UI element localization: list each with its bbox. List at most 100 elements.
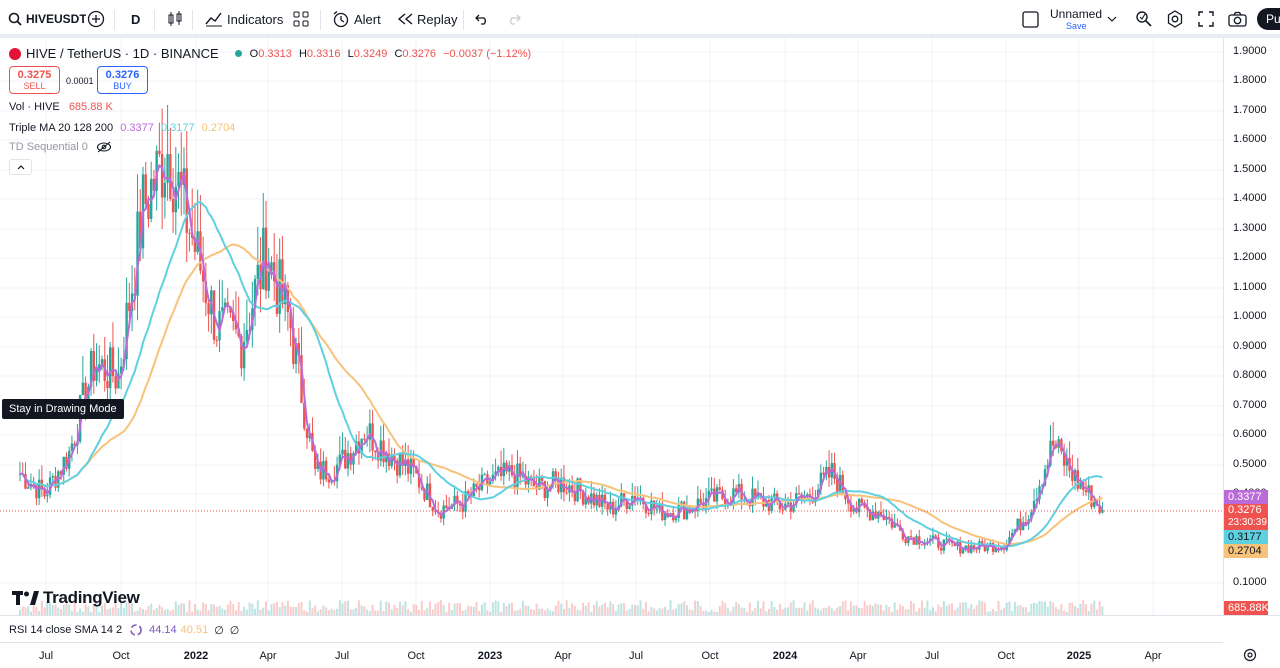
volume-bar [833, 610, 836, 615]
volume-bar [953, 610, 956, 615]
rsi-legend[interactable]: RSI 14 close SMA 14 2 44.14 40.51 ∅ ∅ [9, 624, 240, 637]
volume-bar [1054, 607, 1057, 615]
candle-body [98, 364, 101, 370]
volume-bar [349, 609, 352, 615]
indicators-button[interactable]: Indicators [205, 0, 283, 38]
gear-icon [1167, 10, 1183, 28]
candle-body [139, 211, 142, 249]
volume-bar [929, 610, 932, 615]
templates-button[interactable] [293, 0, 309, 38]
chevron-down-icon [1107, 16, 1117, 22]
volume-bar [989, 611, 992, 615]
candle-body [1101, 509, 1104, 513]
candle-body [819, 472, 823, 490]
volume-bar [904, 609, 907, 615]
quick-search-button[interactable] [1135, 0, 1153, 38]
volume-bar [822, 607, 825, 615]
volume-bar [472, 606, 475, 615]
candle-body [614, 509, 618, 515]
redo-button[interactable] [507, 0, 521, 38]
volume-bar [1027, 611, 1030, 615]
volume-bar [27, 606, 30, 615]
volume-bar [442, 605, 445, 615]
layout-name: Unnamed [1050, 7, 1103, 21]
volume-bar [327, 610, 330, 615]
candle-body [1008, 537, 1011, 545]
rsi-pane[interactable]: RSI 14 close SMA 14 2 44.14 40.51 ∅ ∅ [0, 615, 1280, 642]
compare-button[interactable] [87, 0, 105, 38]
volume-bar [193, 604, 196, 615]
layout-menu-chevron[interactable] [1107, 0, 1117, 38]
layout-checkbox[interactable] [1022, 0, 1039, 38]
symbol-search[interactable]: HIVEUSDT [8, 0, 86, 38]
candle-body [847, 499, 850, 504]
chart-type-button[interactable] [167, 0, 183, 38]
volume-bar [860, 608, 863, 615]
volume-bar [393, 604, 396, 615]
volume-bar [866, 605, 869, 615]
candle-body [644, 504, 648, 514]
volume-bar [76, 611, 79, 615]
candle-body [439, 513, 443, 519]
replay-button[interactable]: Replay [397, 0, 457, 38]
layout-name-button[interactable]: Unnamed Save [1050, 0, 1102, 38]
volume-bar [273, 603, 276, 615]
candle-body [163, 182, 167, 198]
collapse-legend-button[interactable] [9, 159, 32, 175]
volume-bar [19, 609, 21, 615]
candle-body [37, 479, 41, 499]
candle-body [467, 491, 470, 495]
sell-button[interactable]: 0.3275 SELL [9, 66, 60, 94]
price-chart[interactable] [0, 38, 1223, 615]
settings-button[interactable] [1166, 0, 1184, 38]
candle-body [904, 539, 907, 544]
candle-body [601, 494, 604, 507]
ma-20-badge: 0.3377 [1224, 490, 1268, 504]
time-axis[interactable] [0, 642, 1223, 668]
triple-ma-legend[interactable]: Triple MA 20 128 200 0.3377 0.3177 0.270… [9, 122, 236, 134]
volume-bar [174, 601, 177, 615]
volume-bar [152, 610, 155, 615]
volume-bar [1030, 603, 1033, 615]
volume-bar [248, 602, 251, 615]
candle-body [488, 481, 492, 485]
alert-button[interactable]: Alert [332, 0, 381, 38]
volume-bar [437, 601, 440, 615]
volume-bar [303, 610, 306, 615]
volume-bar [125, 602, 128, 615]
volume-bar [224, 609, 226, 615]
volume-bar [35, 606, 38, 615]
volume-bar [1090, 603, 1093, 615]
price-axis[interactable] [1223, 38, 1280, 615]
interval-button[interactable]: D [131, 11, 141, 27]
tradingview-logo[interactable]: TradingView [12, 588, 140, 608]
volume-bar [409, 611, 412, 615]
symbol-legend[interactable]: HIVE / TetherUS · 1D · BINANCE O0.3313 H… [9, 46, 531, 61]
candle-body [1049, 440, 1052, 466]
candle-body [152, 178, 156, 191]
volume-bar [117, 608, 120, 615]
volume-bar [639, 600, 642, 615]
axis-settings-button[interactable] [1243, 648, 1257, 667]
candle-body [1098, 505, 1101, 513]
volume-bar [855, 605, 858, 615]
volume-bar [163, 610, 166, 615]
candle-body [431, 507, 434, 512]
volume-bar [360, 605, 363, 615]
candle-body [570, 485, 574, 493]
replay-icon [397, 13, 413, 25]
candle-body [355, 441, 358, 453]
volume-legend[interactable]: Vol · HIVE 685.88 K [9, 101, 113, 113]
snapshot-button[interactable] [1228, 0, 1247, 38]
undo-icon [475, 14, 486, 25]
fullscreen-button[interactable] [1198, 0, 1214, 38]
publish-button[interactable]: Pu [1257, 8, 1280, 30]
eye-hidden-icon[interactable] [96, 141, 112, 153]
volume-bar [95, 601, 98, 615]
td-sequential-legend[interactable]: TD Sequential 0 [9, 141, 112, 153]
candle-body [1079, 482, 1082, 489]
undo-button[interactable] [475, 0, 489, 38]
volume-bar [256, 600, 259, 615]
buy-button[interactable]: 0.3276 BUY [97, 66, 148, 94]
time-tick-label: 2024 [772, 650, 798, 662]
